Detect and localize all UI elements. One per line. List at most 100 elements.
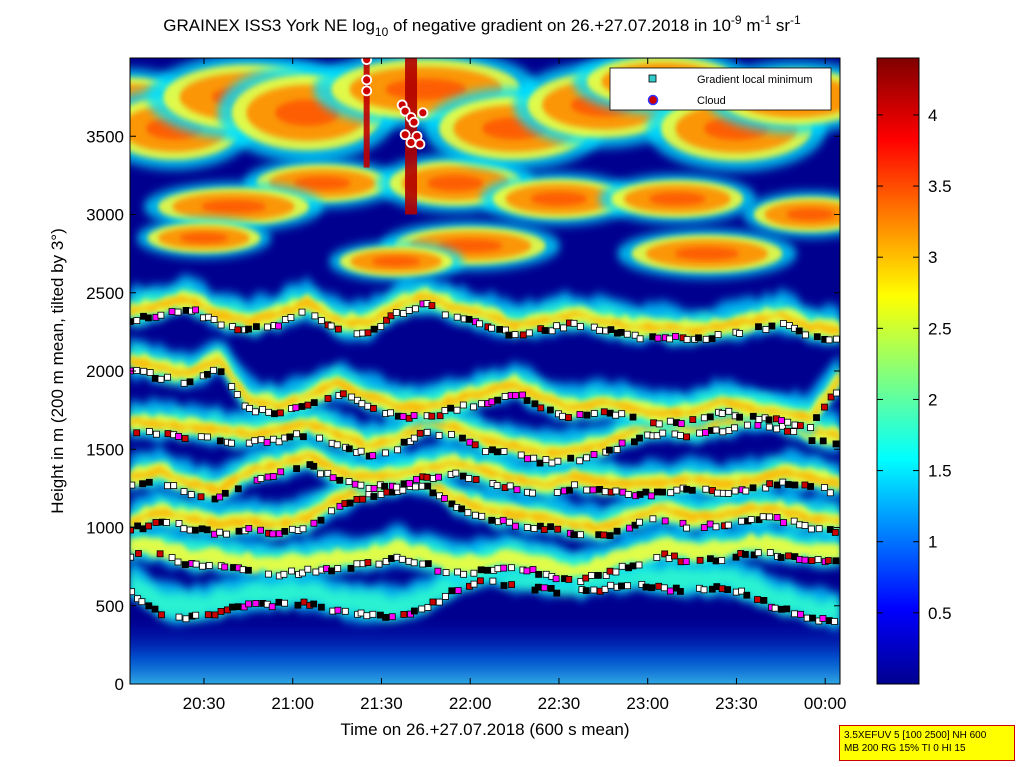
gradient-minimum-marker	[747, 516, 755, 523]
gradient-minimum-marker	[742, 551, 749, 558]
gradient-minimum-marker	[478, 400, 485, 408]
gradient-minimum-marker	[815, 525, 823, 533]
gradient-minimum-marker	[554, 525, 562, 533]
gradient-minimum-marker	[795, 327, 803, 335]
gradient-minimum-marker	[369, 610, 377, 618]
gradient-minimum-marker	[489, 577, 497, 585]
gradient-minimum-marker	[673, 486, 681, 494]
gradient-minimum-marker	[453, 313, 461, 321]
gradient-minimum-marker	[280, 570, 288, 578]
gradient-minimum-marker	[554, 457, 562, 465]
gradient-minimum-marker	[768, 322, 776, 330]
gradient-minimum-marker	[712, 523, 720, 531]
gradient-minimum-marker	[821, 484, 828, 491]
gradient-minimum-marker	[263, 438, 271, 446]
gradient-minimum-marker	[742, 487, 750, 495]
gradient-minimum-marker	[542, 570, 550, 578]
colorbar-tick-label: 3.5	[928, 177, 952, 196]
gradient-minimum-marker	[251, 437, 259, 445]
ground-floor-band	[130, 618, 840, 684]
gradient-minimum-marker	[596, 326, 603, 334]
gradient-minimum-marker	[333, 441, 341, 449]
cloud-marker	[361, 74, 373, 86]
gradient-minimum-marker	[164, 482, 171, 490]
gradient-minimum-marker	[353, 396, 361, 404]
gradient-minimum-marker	[831, 618, 838, 625]
gradient-minimum-marker	[454, 587, 462, 594]
gradient-minimum-marker	[531, 400, 539, 408]
gradient-minimum-marker	[813, 333, 821, 341]
gradient-minimum-marker	[576, 457, 584, 465]
gradient-minimum-marker	[429, 489, 437, 497]
gradient-minimum-marker	[216, 437, 224, 445]
gradient-minimum-marker	[629, 413, 637, 421]
gradient-minimum-marker	[341, 607, 349, 615]
gradient-minimum-marker	[688, 486, 696, 494]
gradient-minimum-marker	[316, 434, 324, 442]
gradient-minimum-marker	[659, 488, 666, 496]
gradient-minimum-marker	[576, 411, 584, 418]
gradient-minimum-marker	[488, 324, 496, 332]
gradient-minimum-marker	[718, 409, 726, 417]
gradient-minimum-marker	[553, 488, 561, 496]
gradient-minimum-marker	[671, 552, 678, 560]
gradient-minimum-marker	[133, 317, 141, 325]
band-layer-7	[130, 275, 840, 346]
gradient-minimum-marker	[221, 563, 229, 571]
gradient-minimum-marker	[158, 611, 165, 619]
gradient-minimum-marker	[157, 375, 165, 383]
gradient-minimum-marker	[477, 566, 485, 574]
gradient-minimum-marker	[151, 605, 159, 613]
gradient-minimum-marker	[755, 415, 763, 423]
gradient-minimum-marker	[324, 395, 332, 402]
gradient-minimum-marker	[601, 585, 609, 593]
gradient-minimum-marker	[749, 412, 757, 420]
gradient-minimum-marker	[478, 512, 486, 520]
gradient-minimum-marker	[766, 549, 774, 556]
gradient-minimum-marker	[448, 587, 456, 595]
gradient-minimum-marker	[138, 598, 146, 606]
gradient-minimum-marker	[642, 583, 650, 591]
gradient-minimum-marker	[500, 447, 508, 455]
gradient-minimum-marker	[784, 418, 792, 426]
x-tick-label: 21:00	[271, 694, 314, 713]
gradient-minimum-marker	[807, 483, 814, 490]
gradient-minimum-marker	[755, 323, 762, 331]
gradient-minimum-marker	[814, 556, 822, 563]
gradient-minimum-marker	[364, 559, 372, 566]
gradient-minimum-marker	[559, 412, 566, 420]
gradient-minimum-marker	[288, 567, 296, 575]
gradient-minimum-marker	[583, 486, 591, 494]
gradient-minimum-marker	[424, 560, 432, 567]
gradient-minimum-marker	[547, 406, 554, 414]
gradient-minimum-marker	[310, 600, 318, 608]
gradient-minimum-marker	[370, 485, 378, 493]
gradient-minimum-marker	[257, 475, 265, 483]
gradient-minimum-marker	[577, 531, 584, 539]
gradient-minimum-marker	[152, 519, 160, 526]
gradient-minimum-marker	[252, 323, 260, 331]
gradient-minimum-marker	[347, 565, 355, 572]
gradient-minimum-marker	[712, 557, 720, 565]
gradient-minimum-marker	[394, 446, 402, 454]
gradient-minimum-marker	[661, 517, 669, 525]
gradient-minimum-marker	[797, 422, 804, 430]
gradient-minimum-marker	[529, 489, 536, 497]
gradient-minimum-marker	[667, 489, 675, 497]
gradient-minimum-marker	[500, 564, 508, 572]
gradient-minimum-marker	[353, 495, 361, 503]
gradient-minimum-marker	[464, 509, 472, 517]
gradient-minimum-marker	[410, 607, 418, 615]
gradient-minimum-marker	[442, 569, 450, 576]
gradient-minimum-marker	[228, 383, 236, 391]
gradient-minimum-marker	[613, 527, 621, 535]
gradient-minimum-marker	[245, 325, 252, 333]
gradient-minimum-marker	[749, 484, 757, 492]
gradient-minimum-marker	[424, 482, 432, 490]
gradient-minimum-marker	[560, 324, 567, 332]
gradient-minimum-marker	[364, 402, 372, 410]
gradient-minimum-marker	[623, 330, 631, 338]
gradient-minimum-marker	[317, 516, 325, 524]
gradient-minimum-marker	[381, 449, 389, 457]
gradient-minimum-marker	[702, 485, 710, 493]
